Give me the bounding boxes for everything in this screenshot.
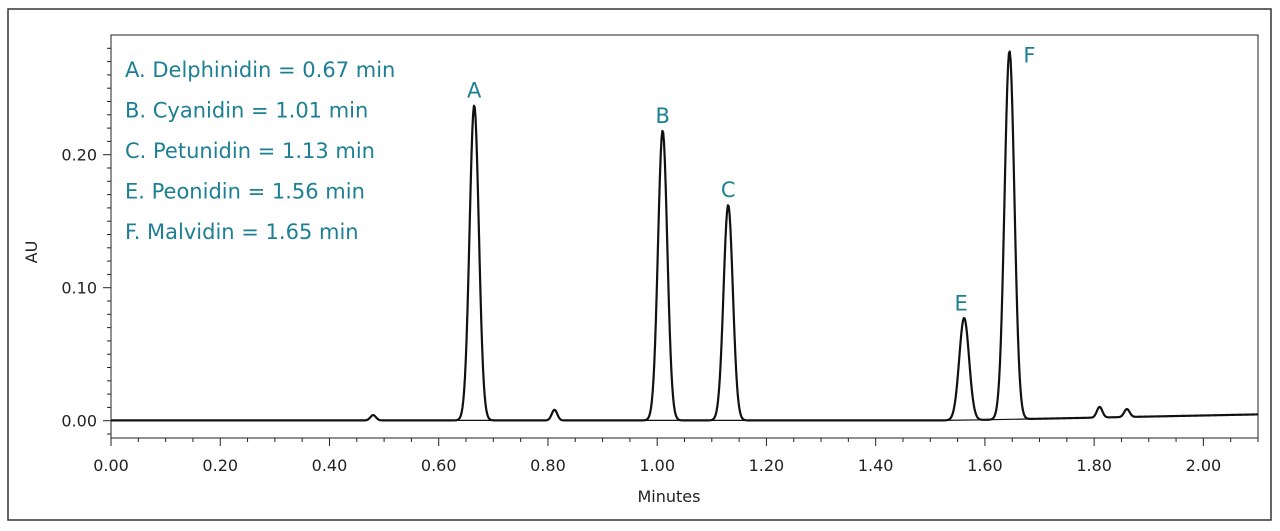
legend-entry: E. Peonidin = 1.56 min xyxy=(125,180,365,204)
chromatogram-trace xyxy=(110,50,1259,422)
peak-label-a: A xyxy=(467,78,482,102)
x-tick-label: 1.00 xyxy=(639,456,675,475)
legend: A. Delphinidin = 0.67 min B. Cyanidin = 1… xyxy=(125,58,395,244)
x-tick-label: 1.80 xyxy=(1076,456,1112,475)
peak-labels: A B C E F xyxy=(467,43,1036,315)
legend-entry: A. Delphinidin = 0.67 min xyxy=(125,58,395,82)
legend-entry: C. Petunidin = 1.13 min xyxy=(125,139,375,163)
y-tick-label: 0.20 xyxy=(61,146,97,165)
x-tick-label: 1.20 xyxy=(749,456,785,475)
x-tick-label: 0.60 xyxy=(421,456,457,475)
x-axis-title: Minutes xyxy=(638,487,701,506)
x-tick-label: 1.40 xyxy=(858,456,894,475)
y-tick-label: 0.00 xyxy=(61,412,97,431)
legend-entry: F. Malvidin = 1.65 min xyxy=(125,220,359,244)
x-tick-label: 2.00 xyxy=(1186,456,1222,475)
trace-layer xyxy=(110,50,1259,422)
x-tick-label: 0.00 xyxy=(93,456,129,475)
x-tick-label: 0.40 xyxy=(312,456,348,475)
x-tick-label: 1.60 xyxy=(967,456,1003,475)
peak-label-c: C xyxy=(721,178,736,202)
x-tick-label: 0.80 xyxy=(530,456,566,475)
x-tick-label: 0.20 xyxy=(202,456,238,475)
axes: 0.00 0.20 0.40 0.60 0.80 1.00 1.20 1.40 1.60 1.80… xyxy=(61,47,1259,475)
outer-border xyxy=(7,8,1272,521)
peak-label-f: F xyxy=(1023,43,1035,67)
y-axis-title: AU xyxy=(22,241,41,264)
peak-label-b: B xyxy=(655,104,669,128)
peak-label-e: E xyxy=(955,291,968,315)
y-tick-label: 0.10 xyxy=(61,279,97,298)
legend-entry: B. Cyanidin = 1.01 min xyxy=(125,99,368,123)
